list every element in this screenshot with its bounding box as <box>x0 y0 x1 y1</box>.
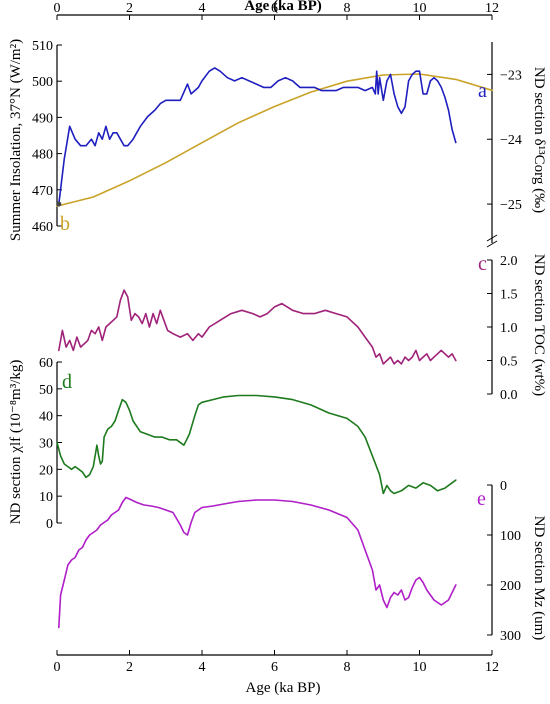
chilf-tick-label: 60 <box>39 356 53 371</box>
insolation-tick-label: 480 <box>32 148 53 163</box>
d13c-tick-label: −24 <box>500 133 522 148</box>
panel-label-c: c <box>478 253 487 275</box>
axis-break-mark <box>486 234 498 242</box>
chilf-tick-label: 10 <box>39 490 53 505</box>
toc-tick-label: 1.5 <box>500 288 518 303</box>
toc-tick-label: 0.0 <box>500 388 518 403</box>
bottom-x-tick-label: 4 <box>199 660 206 675</box>
chilf-tick-label: 30 <box>39 437 53 452</box>
d13c-tick-label: −23 <box>500 68 522 83</box>
bottom-x-tick-label: 2 <box>126 660 133 675</box>
chilf-tick-label: 50 <box>39 383 53 398</box>
insolation-tick-label: 470 <box>32 184 53 199</box>
panel-label-e: e <box>477 488 486 510</box>
bottom-x-tick-label: 0 <box>54 660 61 675</box>
bottom-x-tick-label: 8 <box>344 660 351 675</box>
insolation-axis-title: Summer Insolation, 37°N (W/m²) <box>8 39 24 241</box>
mz-tick-label: 0 <box>500 479 507 494</box>
bottom-x-tick-label: 12 <box>485 660 499 675</box>
chilf-tick-label: 40 <box>39 410 53 425</box>
axis-break-mark <box>486 240 498 248</box>
top-x-tick-label: 0 <box>54 1 61 16</box>
start-point-marker <box>56 201 62 207</box>
bottom-x-tick-label: 10 <box>413 660 427 675</box>
top-x-tick-label: 10 <box>413 1 427 16</box>
toc-line-glow <box>57 289 457 365</box>
chilf-line <box>56 394 457 495</box>
mz-tick-label: 100 <box>500 529 521 544</box>
chilf-axis-title: ND section χlf (10⁻⁸m³/kg) <box>8 360 24 525</box>
toc-tick-label: 0.5 <box>500 355 518 370</box>
bottom-x-tick-label: 6 <box>271 660 278 675</box>
top-x-axis-title: Age (ka BP) <box>244 0 322 14</box>
toc-axis-title: ND section TOC (wt%) <box>531 254 547 396</box>
insolation-tick-label: 490 <box>32 111 53 126</box>
top-x-tick-label: 12 <box>485 1 499 16</box>
chilf-tick-label: 20 <box>39 463 53 478</box>
top-x-tick-label: 4 <box>199 1 206 16</box>
mz-line <box>57 496 457 629</box>
top-x-tick-label: 6 <box>271 1 278 16</box>
toc-tick-label: 1.0 <box>500 321 518 336</box>
bottom-x-axis-title: Age (ka BP) <box>246 680 321 696</box>
insolation-tick-label: 500 <box>32 75 53 90</box>
mz-axis-title: ND section Mz (um) <box>531 516 547 641</box>
d13c-axis-title: ND section δ¹³Corg (‰) <box>531 67 547 213</box>
toc-line <box>57 289 457 365</box>
insolation-tick-label: 460 <box>32 220 53 235</box>
chilf-tick-label: 0 <box>46 517 53 532</box>
d13c-line <box>57 67 457 205</box>
toc-tick-label: 2.0 <box>500 254 518 269</box>
top-x-tick-label: 2 <box>126 1 133 16</box>
panel-label-d: d <box>62 371 72 393</box>
insolation-tick-label: 510 <box>32 39 53 54</box>
d13c-tick-label: −25 <box>500 198 522 213</box>
panel-label-b: b <box>60 213 70 235</box>
mz-tick-label: 300 <box>500 629 521 644</box>
mz-line-glow <box>57 496 457 629</box>
top-x-tick-label: 8 <box>344 1 351 16</box>
mz-tick-label: 200 <box>500 579 521 594</box>
panel-label-a: a <box>478 80 487 102</box>
